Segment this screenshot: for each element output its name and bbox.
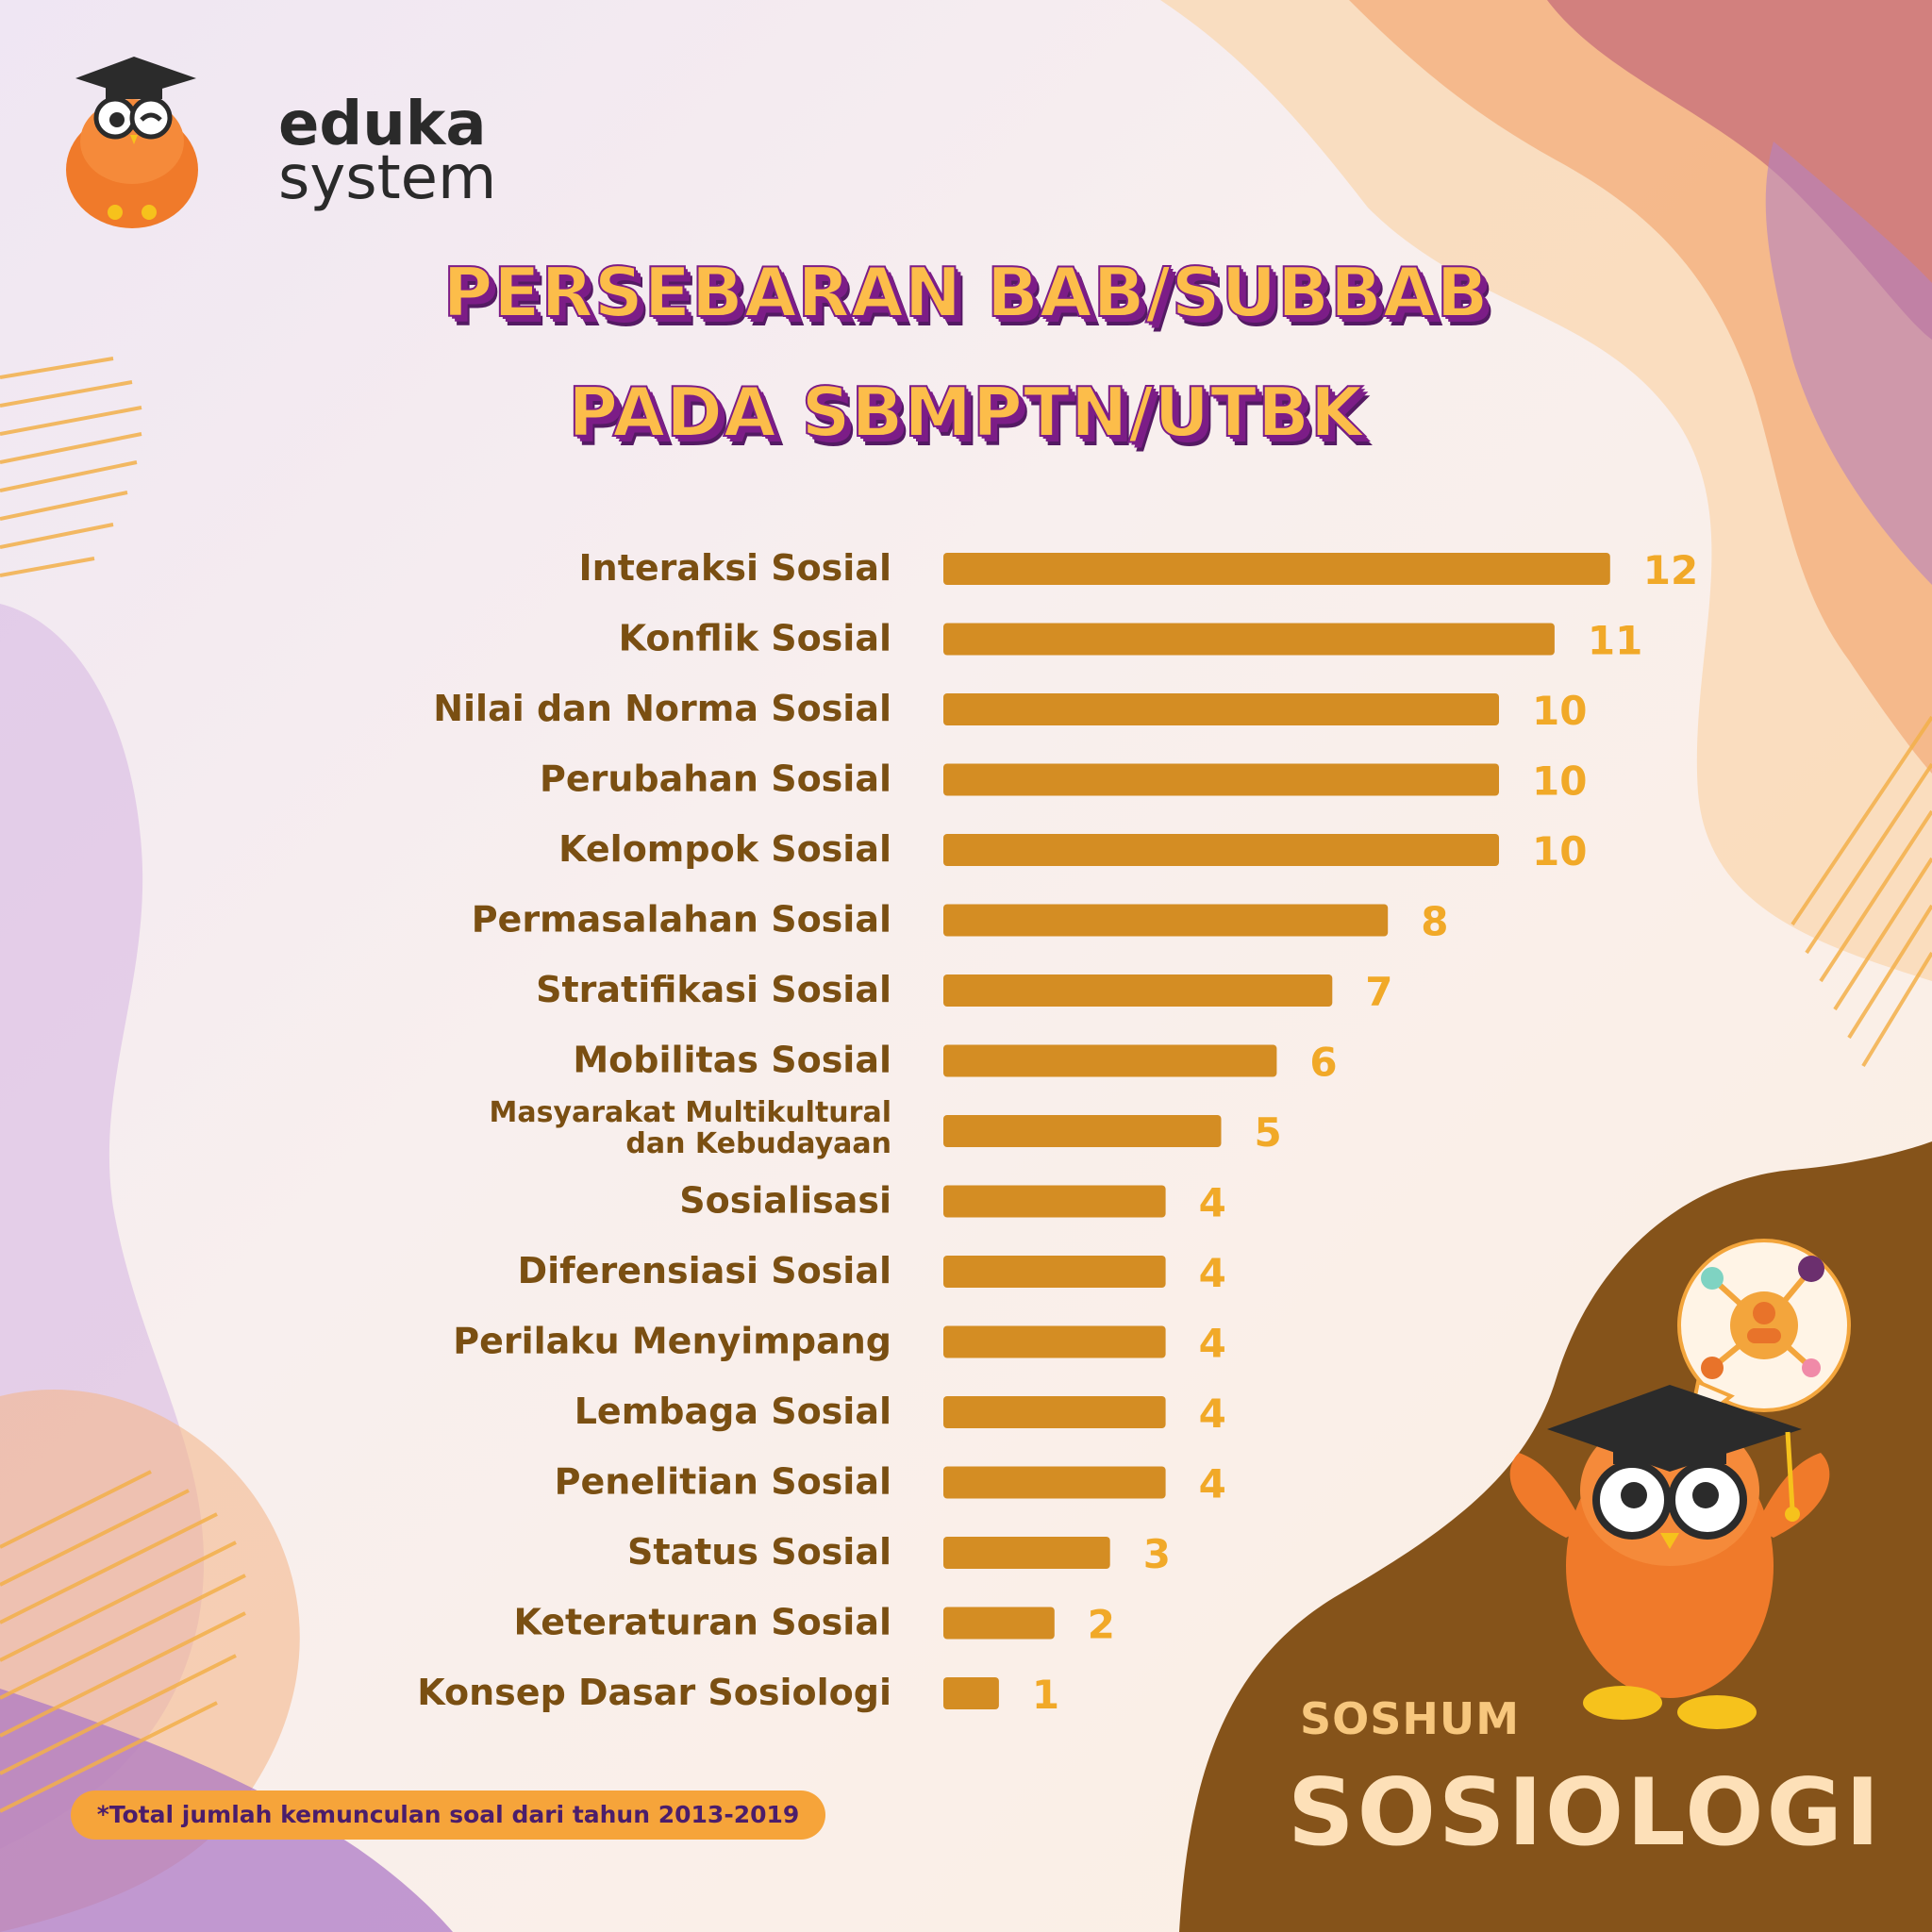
value-label-4: 10: [1532, 828, 1587, 874]
network-icon: [1677, 1239, 1851, 1434]
bar-1: [943, 623, 1555, 656]
chart-title-line2: PADA SBMPTN/UTBK: [567, 372, 1364, 453]
bar-2: [943, 693, 1499, 725]
category-label-8: Masyarakat Multikultural dan Kebudayaan: [489, 1096, 891, 1160]
category-label-15: Keteraturan Sosial: [513, 1602, 891, 1643]
category-label-1: Konflik Sosial: [619, 618, 891, 659]
bar-9: [943, 1185, 1166, 1218]
footnote: *Total jumlah kemunculan soal dari tahun…: [71, 1790, 825, 1840]
category-label-9: Sosialisasi: [679, 1180, 891, 1222]
value-label-5: 8: [1421, 899, 1448, 945]
subject-label: SOSIOLOGI: [1288, 1759, 1883, 1867]
bar-6: [943, 974, 1333, 1007]
bar-14: [943, 1537, 1110, 1569]
value-label-14: 3: [1143, 1531, 1171, 1577]
logo-word-1: eduka: [278, 90, 487, 159]
value-label-7: 6: [1309, 1040, 1337, 1086]
value-label-3: 10: [1532, 758, 1587, 805]
category-label-11: Perilaku Menyimpang: [453, 1321, 891, 1362]
value-label-8: 5: [1255, 1109, 1282, 1156]
logo-word-2: system: [278, 143, 497, 213]
category-label-10: Diferensiasi Sosial: [518, 1250, 891, 1291]
value-label-13: 4: [1199, 1461, 1226, 1507]
category-label-14: Status Sosial: [627, 1531, 891, 1573]
value-label-0: 12: [1643, 547, 1698, 593]
bar-8: [943, 1115, 1222, 1147]
bar-12: [943, 1396, 1166, 1428]
bar-4: [943, 834, 1499, 866]
bar-0: [943, 553, 1610, 585]
bar-16: [943, 1677, 999, 1709]
category-label-12: Lembaga Sosial: [575, 1391, 891, 1432]
bar-7: [943, 1044, 1277, 1077]
value-label-10: 4: [1199, 1250, 1226, 1296]
owl-logo-icon: [66, 57, 198, 228]
chart-title-line1: PERSEBARAN BAB/SUBBAB: [442, 252, 1490, 333]
value-label-15: 2: [1088, 1602, 1115, 1648]
value-label-6: 7: [1365, 969, 1392, 1015]
category-label: SOSHUM: [1300, 1693, 1520, 1744]
category-label-6: Stratifikasi Sosial: [536, 969, 891, 1010]
category-label-13: Penelitian Sosial: [555, 1461, 891, 1503]
value-label-12: 4: [1199, 1391, 1226, 1437]
value-label-1: 11: [1588, 618, 1642, 664]
category-label-0: Interaksi Sosial: [579, 547, 891, 589]
bar-3: [943, 763, 1499, 796]
owl-mascot: [1491, 1226, 1849, 1755]
category-label-4: Kelompok Sosial: [558, 828, 891, 870]
value-label-9: 4: [1199, 1180, 1226, 1226]
bar-5: [943, 904, 1389, 937]
value-label-11: 4: [1199, 1321, 1226, 1367]
category-label-7: Mobilitas Sosial: [573, 1040, 891, 1081]
value-label-2: 10: [1532, 688, 1587, 734]
bar-15: [943, 1607, 1055, 1640]
category-label-5: Permasalahan Sosial: [472, 899, 891, 941]
category-label-3: Perubahan Sosial: [540, 758, 891, 800]
speech-bubble: [1660, 1226, 1868, 1443]
category-label-2: Nilai dan Norma Sosial: [433, 688, 891, 729]
category-label-16: Konsep Dasar Sosiologi: [417, 1672, 891, 1713]
value-label-16: 1: [1032, 1672, 1059, 1718]
bar-11: [943, 1325, 1166, 1358]
bar-10: [943, 1256, 1166, 1288]
bar-13: [943, 1466, 1166, 1499]
eduka-logo: eduka system: [57, 52, 496, 231]
owl-mascot-icon: [1509, 1385, 1830, 1729]
